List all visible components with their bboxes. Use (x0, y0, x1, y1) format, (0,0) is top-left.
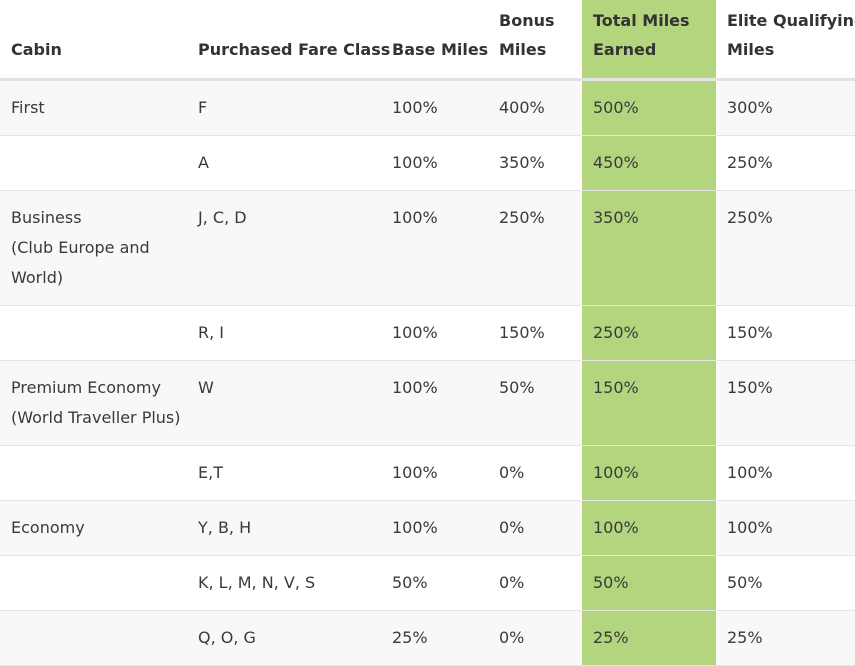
cell-cabin: First (0, 79, 187, 136)
table-row: First F 100% 400% 500% 300% (0, 79, 855, 136)
cell-base-miles: 100% (381, 190, 488, 306)
cell-bonus-miles: 0% (488, 500, 582, 556)
header-fare-class: Purchased Fare Class (187, 0, 390, 81)
cell-total-miles: 25% (582, 610, 716, 666)
header-total-miles: Total Miles Earned (582, 0, 716, 81)
cell-fare-class: J, C, D (187, 190, 381, 306)
cell-bonus-miles: 350% (488, 135, 582, 191)
cell-elite-miles: 300% (716, 79, 855, 136)
table-row: Premium Economy (World Traveller Plus) W… (0, 360, 855, 446)
cell-elite-miles: 100% (716, 445, 855, 501)
cell-bonus-miles: 250% (488, 190, 582, 306)
cell-total-miles: 250% (582, 305, 716, 361)
cell-fare-class: A (187, 135, 381, 191)
cell-total-miles: 150% (582, 360, 716, 446)
cell-total-miles: 50% (582, 555, 716, 611)
cabin-name: Economy (11, 518, 85, 537)
cell-total-miles: 100% (582, 445, 716, 501)
cell-bonus-miles: 0% (488, 610, 582, 666)
cell-bonus-miles: 50% (488, 360, 582, 446)
header-total-miles-line1: Total Miles (593, 11, 690, 30)
table-row: E,T 100% 0% 100% 100% (0, 445, 855, 501)
table-row: A 100% 350% 450% 250% (0, 135, 855, 191)
header-bonus-miles-line1: Bonus (499, 11, 555, 30)
cabin-name: Premium Economy (11, 378, 161, 397)
cell-base-miles: 100% (381, 500, 488, 556)
cell-base-miles: 100% (381, 135, 488, 191)
cell-fare-class: R, I (187, 305, 381, 361)
cell-base-miles: 25% (381, 610, 488, 666)
cell-fare-class: E,T (187, 445, 381, 501)
cell-elite-miles: 50% (716, 555, 855, 611)
header-bonus-miles: Bonus Miles (488, 0, 582, 81)
cell-elite-miles: 150% (716, 360, 855, 446)
cell-base-miles: 100% (381, 360, 488, 446)
cell-fare-class: Q, O, G (187, 610, 381, 666)
cell-fare-class: Y, B, H (187, 500, 381, 556)
header-total-miles-line2: Earned (593, 40, 657, 59)
cell-total-miles: 450% (582, 135, 716, 191)
cell-base-miles: 100% (381, 79, 488, 136)
cell-bonus-miles: 0% (488, 555, 582, 611)
cell-total-miles: 350% (582, 190, 716, 306)
header-bonus-miles-line2: Miles (499, 40, 547, 59)
cell-cabin (0, 305, 187, 361)
table-row: Economy Y, B, H 100% 0% 100% 100% (0, 500, 855, 556)
cell-fare-class: F (187, 79, 381, 136)
cabin-name: Business (11, 208, 82, 227)
cell-cabin: Economy (0, 500, 187, 556)
cell-cabin: Premium Economy (World Traveller Plus) (0, 360, 187, 446)
cell-fare-class: W (187, 360, 381, 446)
cell-cabin (0, 555, 187, 611)
cell-total-miles: 100% (582, 500, 716, 556)
header-cabin: Cabin (0, 0, 187, 81)
cell-cabin (0, 610, 187, 666)
cell-bonus-miles: 400% (488, 79, 582, 136)
cell-bonus-miles: 0% (488, 445, 582, 501)
cell-base-miles: 50% (381, 555, 488, 611)
cell-base-miles: 100% (381, 305, 488, 361)
table-row: R, I 100% 150% 250% 150% (0, 305, 855, 361)
cell-fare-class: K, L, M, N, V, S (187, 555, 381, 611)
table-row: K, L, M, N, V, S 50% 0% 50% 50% (0, 555, 855, 611)
cell-base-miles: 100% (381, 445, 488, 501)
cabin-subtitle: (Club Europe and World) (11, 238, 150, 287)
header-elite-miles-line2: Miles (727, 40, 775, 59)
cell-elite-miles: 150% (716, 305, 855, 361)
cell-cabin (0, 445, 187, 501)
cell-cabin (0, 135, 187, 191)
header-base-miles: Base Miles (381, 0, 488, 81)
header-elite-miles: Elite Qualifying Miles (716, 0, 855, 81)
cabin-name: First (11, 98, 45, 117)
cell-elite-miles: 100% (716, 500, 855, 556)
table-row: Q, O, G 25% 0% 25% 25% (0, 610, 855, 666)
cell-elite-miles: 25% (716, 610, 855, 666)
cell-cabin: Business (Club Europe and World) (0, 190, 187, 306)
cell-bonus-miles: 150% (488, 305, 582, 361)
cell-elite-miles: 250% (716, 135, 855, 191)
cabin-subtitle: (World Traveller Plus) (11, 408, 181, 427)
cell-total-miles: 500% (582, 79, 716, 136)
table-header-row: Cabin Purchased Fare Class Base Miles Bo… (0, 0, 855, 81)
cell-elite-miles: 250% (716, 190, 855, 306)
header-elite-miles-line1: Elite Qualifying (727, 11, 855, 30)
table-row: Business (Club Europe and World) J, C, D… (0, 190, 855, 306)
